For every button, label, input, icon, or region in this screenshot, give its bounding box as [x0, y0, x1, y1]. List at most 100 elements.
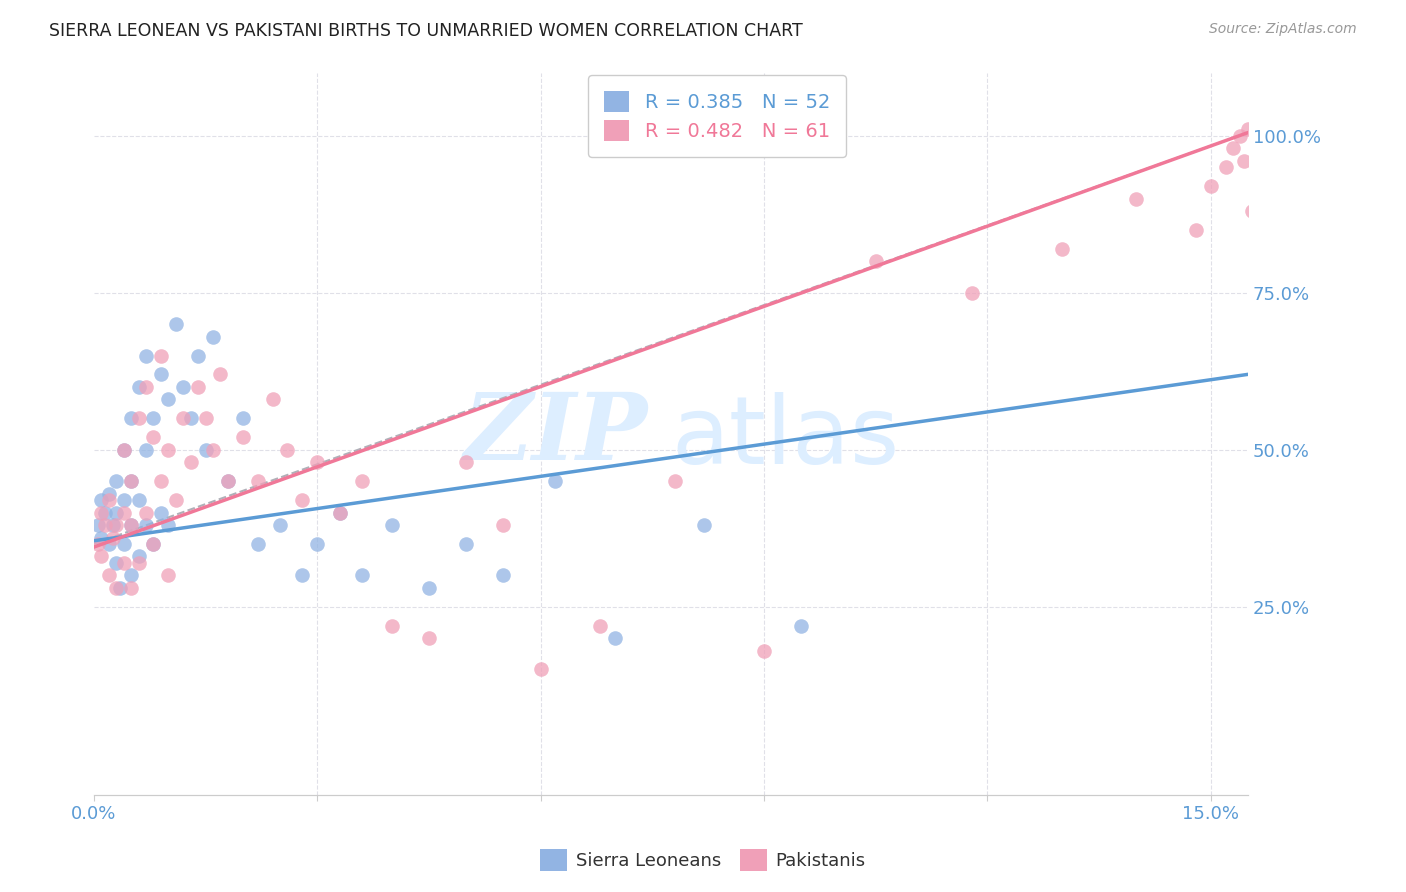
Point [112, 442, 135, 457]
Point [105, 474, 128, 488]
Point [350, 474, 373, 488]
Point [492, 568, 515, 582]
Point [276, 442, 298, 457]
Point [1240, 204, 1263, 219]
Point [202, 329, 225, 343]
Point [112, 537, 135, 551]
Point [142, 537, 165, 551]
Point [1222, 141, 1244, 155]
Text: SIERRA LEONEAN VS PAKISTANI BIRTHS TO UNMARRIED WOMEN CORRELATION CHART: SIERRA LEONEAN VS PAKISTANI BIRTHS TO UN… [49, 22, 803, 40]
Point [157, 442, 180, 457]
Point [128, 492, 150, 507]
Point [418, 631, 440, 645]
Point [194, 442, 217, 457]
Point [589, 618, 612, 632]
Point [664, 474, 686, 488]
Point [142, 411, 165, 425]
Point [149, 349, 172, 363]
Point [149, 474, 172, 488]
Point [128, 556, 150, 570]
Point [529, 663, 551, 677]
Point [120, 474, 142, 488]
Point [90, 549, 112, 564]
Point [790, 618, 813, 632]
Point [120, 474, 142, 488]
Point [108, 581, 131, 595]
Point [1233, 153, 1256, 168]
Point [101, 531, 124, 545]
Point [120, 518, 142, 533]
Point [120, 581, 142, 595]
Point [149, 506, 172, 520]
Point [246, 537, 269, 551]
Point [865, 254, 887, 268]
Point [172, 411, 194, 425]
Point [291, 492, 314, 507]
Point [94, 506, 117, 520]
Point [381, 618, 404, 632]
Point [128, 380, 150, 394]
Point [149, 368, 172, 382]
Point [544, 474, 567, 488]
Point [135, 349, 157, 363]
Point [246, 474, 269, 488]
Point [142, 430, 165, 444]
Point [329, 506, 352, 520]
Point [217, 474, 239, 488]
Text: ZIP: ZIP [464, 389, 648, 479]
Point [187, 380, 209, 394]
Point [97, 568, 120, 582]
Point [165, 492, 187, 507]
Point [120, 411, 142, 425]
Text: atlas: atlas [671, 392, 898, 483]
Point [86, 518, 108, 533]
Point [381, 518, 404, 533]
Point [135, 442, 157, 457]
Point [101, 518, 124, 533]
Point [262, 392, 284, 407]
Point [112, 506, 135, 520]
Point [165, 317, 187, 331]
Point [86, 537, 108, 551]
Point [752, 643, 775, 657]
Point [693, 518, 716, 533]
Point [307, 455, 329, 469]
Point [232, 411, 254, 425]
Point [1229, 128, 1251, 143]
Point [180, 455, 202, 469]
Point [269, 518, 291, 533]
Point [105, 518, 128, 533]
Point [128, 411, 150, 425]
Point [350, 568, 373, 582]
Point [90, 506, 112, 520]
Point [90, 531, 112, 545]
Point [135, 506, 157, 520]
Point [128, 549, 150, 564]
Legend: Sierra Leoneans, Pakistanis: Sierra Leoneans, Pakistanis [533, 842, 873, 879]
Point [603, 631, 626, 645]
Point [105, 506, 128, 520]
Point [105, 581, 128, 595]
Point [492, 518, 515, 533]
Point [142, 537, 165, 551]
Point [135, 380, 157, 394]
Point [202, 442, 225, 457]
Point [157, 568, 180, 582]
Point [135, 518, 157, 533]
Point [418, 581, 440, 595]
Point [172, 380, 194, 394]
Point [187, 349, 209, 363]
Point [962, 285, 984, 300]
Point [209, 368, 232, 382]
Text: Source: ZipAtlas.com: Source: ZipAtlas.com [1209, 22, 1357, 37]
Point [120, 568, 142, 582]
Point [180, 411, 202, 425]
Point [1125, 192, 1147, 206]
Point [1237, 122, 1260, 136]
Legend: R = 0.385   N = 52, R = 0.482   N = 61: R = 0.385 N = 52, R = 0.482 N = 61 [588, 76, 845, 157]
Point [329, 506, 352, 520]
Point [120, 518, 142, 533]
Point [291, 568, 314, 582]
Point [97, 486, 120, 500]
Point [157, 518, 180, 533]
